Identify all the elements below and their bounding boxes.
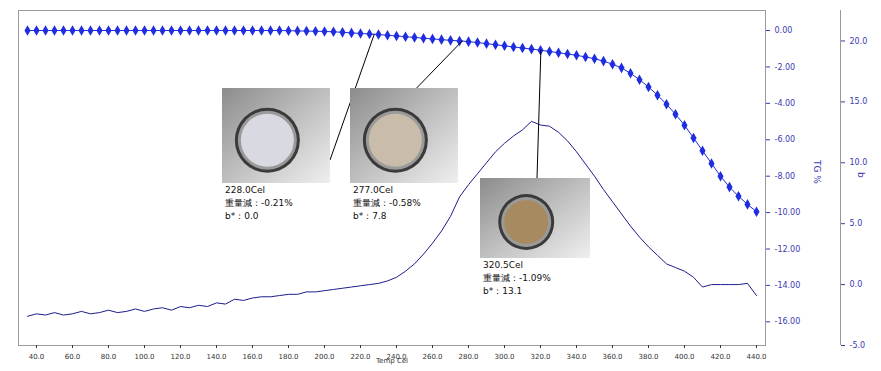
- svg-text:340.0: 340.0: [566, 353, 586, 361]
- svg-text:260.0: 260.0: [422, 353, 442, 361]
- svg-text:140.0: 140.0: [206, 353, 226, 361]
- svg-text:320.0: 320.0: [530, 353, 550, 361]
- svg-text:277.0Cel重量減：-0.58%b*：7.8: 277.0Cel重量減：-0.58%b*：7.8: [353, 185, 421, 221]
- svg-text:40.0: 40.0: [29, 353, 45, 361]
- svg-text:400.0: 400.0: [674, 353, 694, 361]
- svg-text:15.0: 15.0: [850, 97, 868, 106]
- svg-text:10.0: 10.0: [850, 158, 868, 167]
- svg-text:20.0: 20.0: [850, 37, 868, 46]
- svg-text:-12.00: -12.00: [775, 245, 801, 254]
- svg-text:0.0: 0.0: [850, 280, 863, 289]
- svg-text:120.0: 120.0: [170, 353, 190, 361]
- svg-text:420.0: 420.0: [710, 353, 730, 361]
- html-text:b: b: [856, 172, 866, 178]
- svg-text:-16.00: -16.00: [775, 317, 801, 326]
- svg-text:380.0: 380.0: [638, 353, 658, 361]
- svg-text:160.0: 160.0: [242, 353, 262, 361]
- svg-text:300.0: 300.0: [494, 353, 514, 361]
- svg-text:80.0: 80.0: [101, 353, 117, 361]
- svg-text:100.0: 100.0: [134, 353, 154, 361]
- html-text:Temp Cel: Temp Cel: [376, 357, 408, 365]
- svg-text:-8.00: -8.00: [775, 172, 796, 181]
- svg-text:180.0: 180.0: [278, 353, 298, 361]
- svg-text:60.0: 60.0: [65, 353, 81, 361]
- svg-text:5.0: 5.0: [850, 219, 863, 228]
- svg-text:-14.00: -14.00: [775, 281, 801, 290]
- svg-text:220.0: 220.0: [350, 353, 370, 361]
- svg-text:-5.0: -5.0: [850, 341, 866, 350]
- svg-text:440.0: 440.0: [746, 353, 766, 361]
- svg-text:-6.00: -6.00: [775, 135, 796, 144]
- html-text:TG %: TG %: [812, 160, 822, 184]
- svg-text:360.0: 360.0: [602, 353, 622, 361]
- svg-text:-10.00: -10.00: [775, 208, 801, 217]
- svg-text:-4.00: -4.00: [775, 99, 796, 108]
- svg-text:200.0: 200.0: [314, 353, 334, 361]
- svg-text:-2.00: -2.00: [775, 63, 796, 72]
- svg-text:228.0Cel重量減：-0.21%b*：0.0: 228.0Cel重量減：-0.21%b*：0.0: [225, 185, 293, 221]
- svg-text:320.5Cel重量減：-1.09%b*：13.1: 320.5Cel重量減：-1.09%b*：13.1: [483, 260, 551, 296]
- svg-text:280.0: 280.0: [458, 353, 478, 361]
- svg-text:0.00: 0.00: [775, 26, 793, 35]
